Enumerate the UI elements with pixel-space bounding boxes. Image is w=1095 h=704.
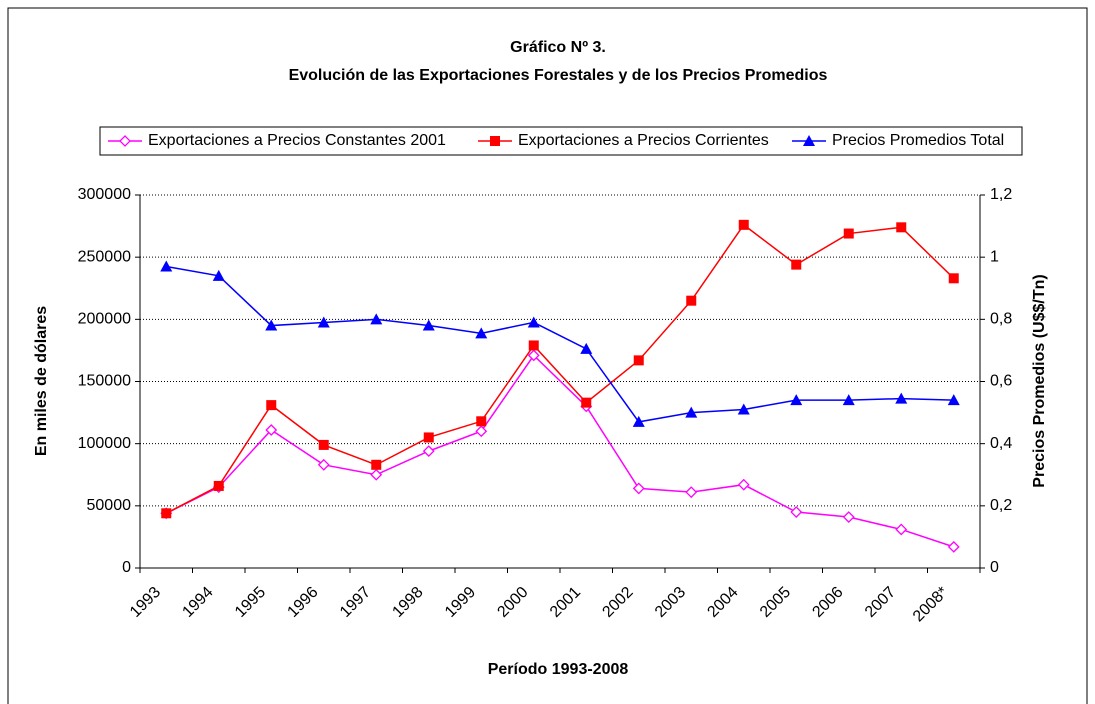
- data-point: [737, 403, 750, 415]
- x-tick-label: 2006: [809, 584, 846, 621]
- data-point: [580, 342, 593, 354]
- data-point: [632, 415, 645, 427]
- data-point: [161, 508, 172, 519]
- data-point: [423, 432, 434, 443]
- data-point: [790, 394, 803, 406]
- x-axis-title: Período 1993-2008: [488, 661, 629, 678]
- y-tick-label: 50000: [87, 497, 132, 514]
- x-tick-label: 2000: [494, 584, 531, 621]
- data-point: [212, 269, 225, 281]
- y2-tick-label: 0,6: [990, 373, 1012, 390]
- data-point: [947, 540, 960, 553]
- data-point: [948, 273, 959, 284]
- x-tick-label: 2004: [704, 584, 741, 621]
- data-point: [581, 397, 592, 408]
- series-line: [165, 354, 954, 548]
- data-point: [475, 425, 488, 438]
- data-point: [527, 316, 540, 328]
- x-tick-label: 2008*: [910, 584, 952, 626]
- legend-label: Exportaciones a Precios Constantes 2001: [148, 132, 446, 149]
- data-point: [317, 316, 330, 328]
- data-point: [422, 445, 435, 458]
- x-tick-label: 1998: [389, 584, 426, 621]
- x-tick-label: 1999: [442, 584, 479, 621]
- y-tick-label: 300000: [78, 186, 131, 203]
- x-tick-label: 2007: [862, 584, 899, 621]
- data-point: [475, 327, 488, 339]
- data-point: [370, 468, 383, 481]
- legend-label: Precios Promedios Total: [832, 132, 1004, 149]
- x-tick-label: 2002: [599, 584, 636, 621]
- y-tick-label: 0: [122, 559, 131, 576]
- data-point: [738, 219, 749, 230]
- data-point: [317, 458, 330, 471]
- legend-marker: [803, 135, 815, 146]
- data-point: [790, 506, 803, 518]
- y-axis-title: En miles de dólares: [33, 306, 50, 456]
- data-point: [895, 392, 908, 404]
- y-tick-label: 200000: [78, 311, 131, 328]
- x-tick-label: 2003: [652, 584, 689, 621]
- data-point: [527, 349, 540, 362]
- legend-box: [99, 126, 1023, 156]
- data-point: [213, 480, 224, 491]
- frame: [7, 7, 1088, 704]
- x-tick-label: 1994: [179, 584, 216, 621]
- y2-tick-label: 0,8: [990, 311, 1012, 328]
- data-point: [791, 259, 802, 270]
- data-point: [896, 222, 907, 233]
- data-point: [947, 394, 960, 406]
- legend-label: Exportaciones a Precios Corrientes: [518, 132, 769, 149]
- series-line: [165, 223, 955, 514]
- data-point: [633, 355, 644, 366]
- data-point: [685, 486, 698, 499]
- y-tick-label: 250000: [78, 248, 131, 265]
- data-point: [371, 459, 382, 470]
- x-tick-label: 2001: [547, 584, 584, 621]
- data-point: [266, 400, 277, 411]
- data-point: [370, 313, 383, 325]
- y2-tick-label: 0,4: [990, 435, 1012, 452]
- data-point: [895, 523, 908, 536]
- data-point: [265, 424, 278, 436]
- data-point: [632, 482, 645, 495]
- y2-tick-label: 1: [990, 248, 999, 265]
- data-point: [842, 511, 855, 523]
- legend-marker: [490, 136, 500, 146]
- data-point: [318, 439, 329, 450]
- x-tick-label: 1997: [337, 584, 374, 621]
- x-tick-label: 1996: [284, 584, 321, 621]
- data-point: [422, 319, 435, 331]
- x-tick-label: 1995: [232, 584, 269, 621]
- x-tick-label: 2005: [757, 584, 794, 621]
- chart-title: Gráfico Nº 3.: [510, 39, 606, 56]
- y2-tick-label: 0,2: [990, 497, 1012, 514]
- y-tick-label: 150000: [78, 373, 131, 390]
- data-point: [160, 260, 173, 272]
- chart-subtitle: Evolución de las Exportaciones Forestale…: [289, 67, 828, 84]
- legend-marker: [119, 135, 131, 147]
- data-point: [685, 406, 698, 418]
- data-point: [528, 340, 539, 351]
- data-point: [737, 478, 750, 491]
- y2-tick-label: 1,2: [990, 186, 1012, 203]
- y2-axis-title: Precios Promedios (U$$/Tn): [1031, 274, 1048, 487]
- data-point: [843, 228, 854, 239]
- data-point: [686, 295, 697, 306]
- data-point: [476, 416, 487, 427]
- data-point: [265, 319, 278, 331]
- data-point: [842, 394, 855, 406]
- x-tick-label: 1993: [127, 584, 164, 621]
- y2-tick-label: 0: [990, 559, 999, 576]
- y-tick-label: 100000: [78, 435, 131, 452]
- series-line: [166, 265, 954, 423]
